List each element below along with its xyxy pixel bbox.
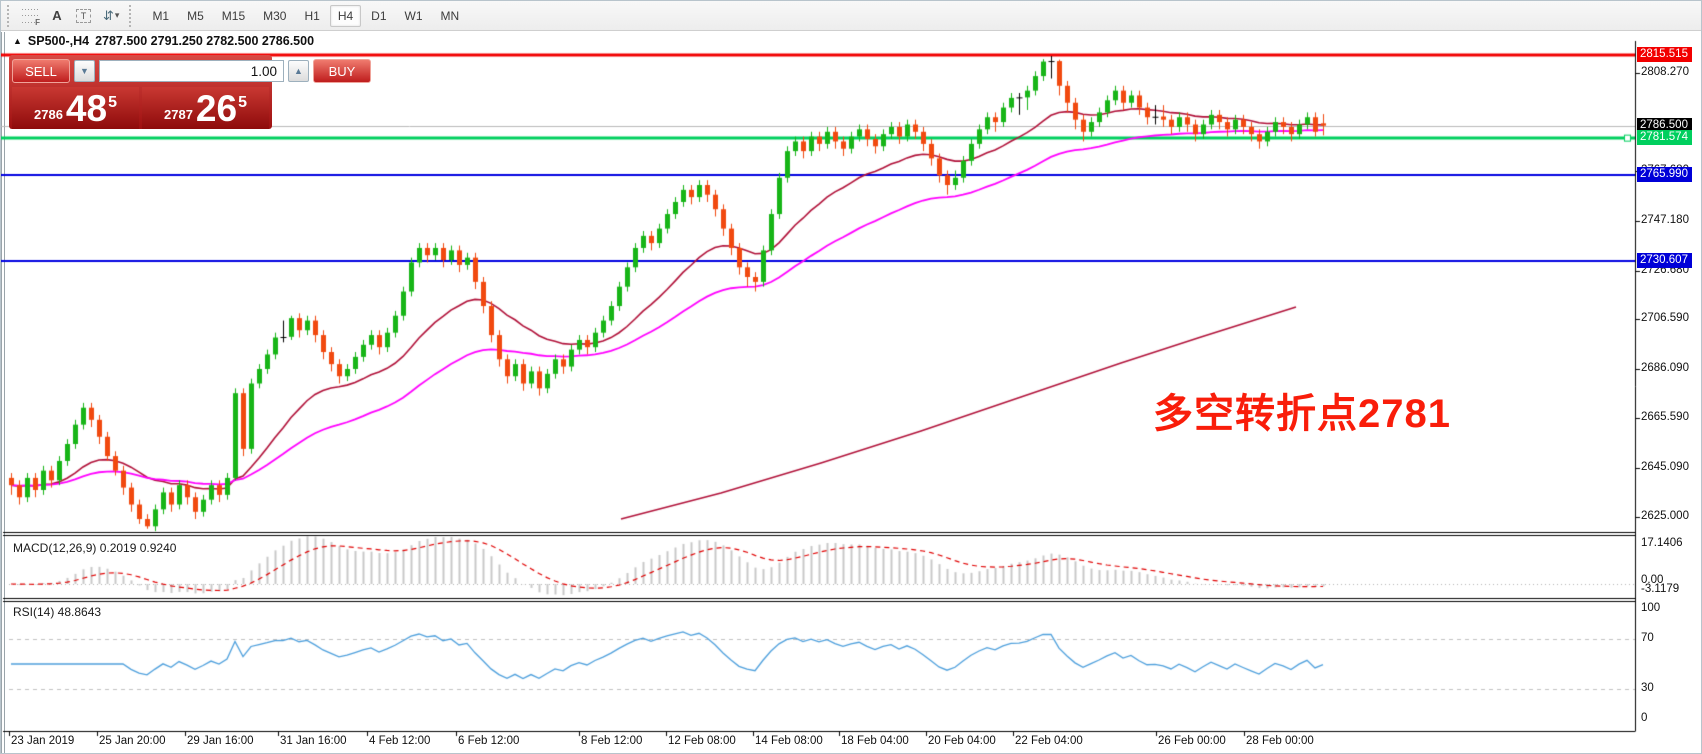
- macd-indicator-label: MACD(12,26,9) 0.2019 0.9240: [13, 541, 177, 555]
- time-tick-label: 26 Feb 00:00: [1158, 735, 1226, 747]
- time-tick-label: 29 Jan 16:00: [187, 735, 254, 747]
- price-tick-label: 2808.270: [1641, 66, 1689, 79]
- time-tick-label: 20 Feb 04:00: [928, 735, 996, 747]
- buy-price-big: 26: [195, 88, 238, 129]
- price-tick-label: 2665.590: [1641, 411, 1689, 424]
- chart-annotation-text: 多空转折点2781: [1153, 392, 1451, 436]
- time-tick-label: 22 Feb 04:00: [1015, 735, 1083, 747]
- sell-price-tile[interactable]: 2786 48 5: [12, 87, 139, 129]
- time-tick-label: 23 Jan 2019: [11, 735, 75, 747]
- time-tick-label: 12 Feb 08:00: [668, 735, 736, 747]
- indicator-tick-label: 17.1406: [1641, 537, 1683, 549]
- volume-increase-button[interactable]: ▲: [288, 60, 309, 82]
- sell-price-big: 48: [65, 88, 108, 129]
- triangle-down-icon: ▼: [80, 66, 89, 76]
- indicator-tick-label: -3.1179: [1641, 583, 1680, 595]
- price-tick-label: 2747.180: [1641, 213, 1689, 226]
- rsi-indicator-label: RSI(14) 48.8643: [13, 605, 102, 619]
- indicator-tick-label: 30: [1641, 682, 1654, 694]
- indicator-tick-label: 0: [1641, 712, 1648, 724]
- time-tick-label: 14 Feb 08:00: [755, 735, 823, 747]
- price-badge-2765.990: 2765.990: [1637, 167, 1692, 183]
- volume-input[interactable]: [99, 60, 284, 82]
- time-tick-label: 8 Feb 12:00: [581, 735, 643, 747]
- buy-button[interactable]: BUY: [313, 59, 371, 83]
- time-tick-label: 28 Feb 00:00: [1246, 735, 1314, 747]
- buy-price-tile[interactable]: 2787 26 5: [142, 87, 269, 129]
- sell-button[interactable]: SELL: [12, 59, 70, 83]
- price-badge-2815.515: 2815.515: [1637, 47, 1692, 63]
- indicator-tick-label: 70: [1641, 632, 1654, 644]
- indicator-tick-label: 0.00: [1641, 574, 1664, 586]
- sell-price-small: 2786: [34, 107, 63, 122]
- sell-price-sup: 5: [108, 94, 117, 111]
- time-tick-label: 31 Jan 16:00: [280, 735, 347, 747]
- buy-price-sup: 5: [238, 94, 247, 111]
- indicator-tick-label: 100: [1641, 602, 1661, 614]
- time-tick-label: 4 Feb 12:00: [369, 735, 431, 747]
- time-tick-label: 6 Feb 12:00: [458, 735, 520, 747]
- price-tick-label: 2645.090: [1641, 461, 1689, 473]
- price-badge-2781.574: 2781.574: [1637, 129, 1692, 145]
- price-tick-label: 2625.000: [1641, 509, 1689, 522]
- price-tick-label: 2686.090: [1641, 361, 1689, 374]
- time-tick-label: 25 Jan 20:00: [99, 735, 166, 747]
- price-badge-2730.607: 2730.607: [1637, 253, 1692, 268]
- price-tick-label: 2706.590: [1641, 312, 1689, 325]
- volume-decrease-button[interactable]: ▼: [74, 60, 95, 82]
- price-badge-2786.500: 2786.500: [1637, 117, 1692, 133]
- time-tick-label: 18 Feb 04:00: [841, 735, 909, 747]
- one-click-trading-panel: SELL ▼ ▲ BUY 2786 48 5 2787 26 5: [9, 55, 371, 129]
- buy-price-small: 2787: [164, 107, 193, 122]
- triangle-up-icon: ▲: [294, 66, 303, 76]
